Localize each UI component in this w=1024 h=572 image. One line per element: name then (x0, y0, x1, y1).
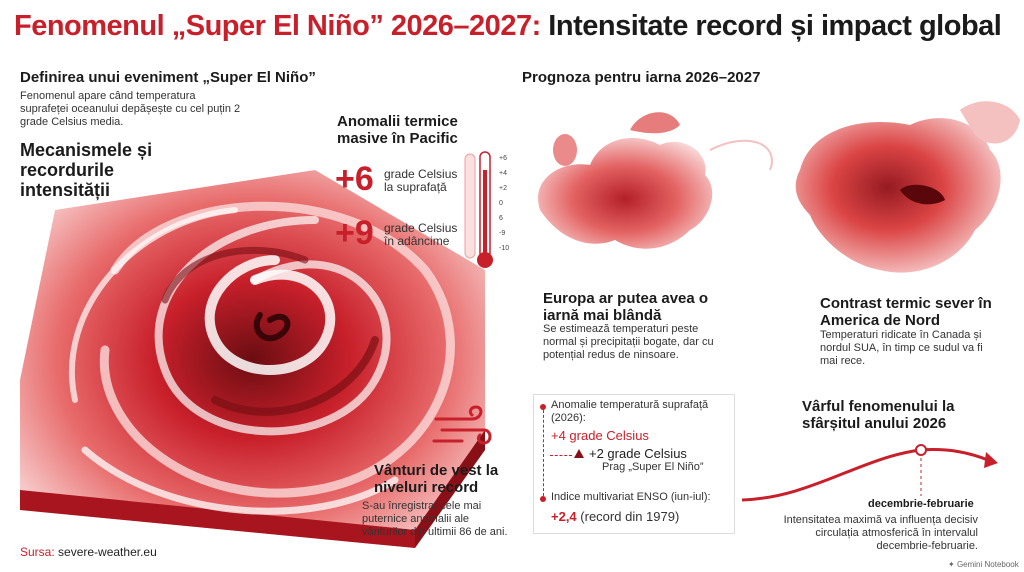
thermometer-scale: +6 +4 +2 0 6 -9 -10 (499, 155, 519, 260)
bullet-dot (540, 496, 546, 502)
north-america-heading: Contrast termic sever în America de Nord (820, 295, 992, 329)
thermometer-icon (464, 151, 493, 268)
winds-text: S-au înregistrat cele mai puternice anom… (362, 500, 508, 538)
anomalies-heading: Anomalii termice masive în Pacific (337, 113, 458, 147)
thermometer-tick: 0 (499, 200, 503, 207)
threshold-label: Prag „Super El Niño” (602, 461, 704, 473)
thermometer-tick: +2 (499, 185, 507, 192)
definition-heading: Definirea unui eveniment „Super El Niño” (20, 69, 316, 86)
connector-line (550, 455, 572, 456)
bullet-dot (540, 404, 546, 410)
source: Sursa: severe-weather.eu (20, 545, 157, 559)
peak-period: decembrie-februarie (868, 498, 974, 510)
surface-anomaly-label: grade Celsius la suprafață (384, 167, 458, 194)
page-title: Fenomenul „Super El Niño” 2026–2027: Int… (14, 10, 1002, 43)
threshold-value: +2 grade Celsius (589, 446, 687, 461)
enso-index-note: (record din 1979) (580, 509, 680, 524)
thermometer-tick: +6 (499, 155, 507, 162)
europe-heading: Europa ar putea avea o iarnă mai blândă (543, 290, 709, 324)
watermark: ✦ Gemini Notebook (948, 560, 1019, 569)
europe-text: Se estimează temperaturi peste normal și… (543, 323, 714, 361)
peak-curve (741, 444, 998, 502)
thermometer-tick: -10 (499, 245, 510, 252)
title-part-2: Intensitate record și impact global (548, 10, 1002, 42)
peak-heading: Vârful fenomenului la sfârșitul anului 2… (802, 398, 955, 432)
peak-text: Intensitatea maximă va influența decisiv… (783, 514, 978, 552)
depth-anomaly-label: grade Celsius în adâncime (384, 221, 458, 248)
depth-anomaly-value: +9 (335, 214, 374, 252)
watermark-icon: ✦ (948, 560, 957, 569)
wind-icon (432, 405, 492, 445)
stats-callout: Anomalie temperatură suprafață (2026): +… (533, 394, 735, 534)
thermometer-tick: -9 (499, 230, 506, 237)
ocean-swirl-illustration (20, 170, 485, 548)
source-label: Sursa: (20, 545, 55, 559)
north-america-text: Temperaturi ridicate în Canada și nordul… (820, 329, 983, 367)
enso-index-value: +2,4 (551, 509, 577, 524)
definition-text: Fenomenul apare când temperatura suprafe… (20, 90, 241, 128)
watermark-text: Gemini Notebook (956, 560, 1019, 569)
thermometer-tick: 6 (499, 215, 503, 222)
surface-anomaly-2026-label: Anomalie temperatură suprafață (2026): (551, 399, 709, 424)
enso-index-label: Indice multivariat ENSO (iun-iul): (551, 491, 711, 503)
surface-anomaly-2026-value: +4 grade Celsius (551, 428, 649, 443)
source-value: severe-weather.eu (58, 545, 157, 559)
forecast-map (538, 101, 1020, 273)
triangle-icon (574, 449, 584, 458)
enso-index: +2,4 (record din 1979) (551, 509, 679, 524)
connector-line (543, 410, 544, 496)
mechanisms-heading: Mecanismele și recordurile intensității (20, 140, 153, 200)
title-part-1: Fenomenul „Super El Niño” 2026–2027: (14, 10, 541, 42)
forecast-heading: Prognoza pentru iarna 2026–2027 (522, 69, 761, 86)
winds-heading: Vânturi de vest la niveluri record (374, 462, 499, 496)
surface-anomaly-value: +6 (335, 160, 374, 198)
thermometer-tick: +4 (499, 170, 507, 177)
